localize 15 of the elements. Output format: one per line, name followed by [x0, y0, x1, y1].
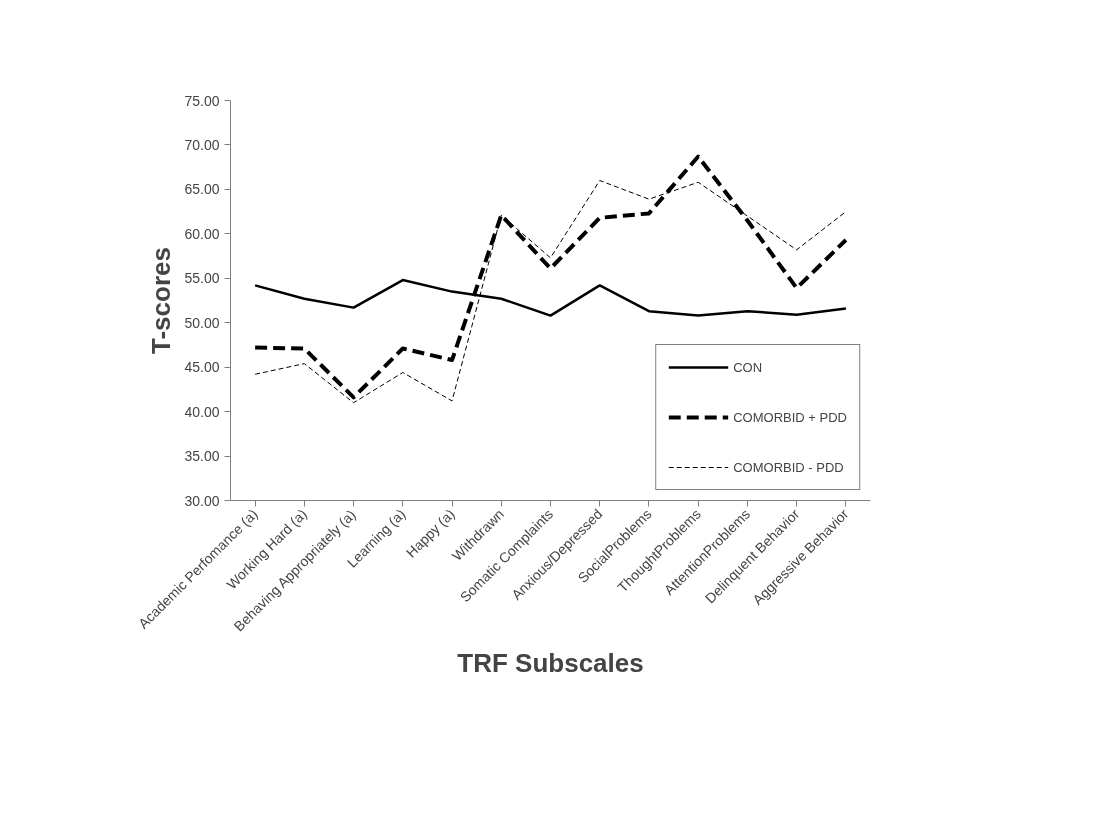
- y-tick-label: 55.00: [184, 270, 220, 287]
- y-tick-label: 70.00: [184, 136, 220, 153]
- legend-label: COMORBID + PDD: [733, 409, 847, 425]
- y-tick-label: 75.00: [184, 92, 220, 109]
- legend-label: COMORBID - PDD: [733, 459, 844, 475]
- y-tick-label: 50.00: [184, 314, 220, 331]
- y-tick-label: 35.00: [184, 448, 220, 465]
- legend-label: CON: [733, 359, 763, 375]
- y-tick-label: 65.00: [184, 181, 220, 198]
- y-tick-label: 40.00: [184, 403, 220, 420]
- y-axis-title: T-scores: [146, 247, 177, 354]
- y-tick-label: 60.00: [184, 225, 220, 242]
- y-tick-label: 30.00: [184, 492, 220, 509]
- y-tick-label: 45.00: [184, 359, 220, 376]
- x-axis-title: TRF Subscales: [457, 647, 644, 678]
